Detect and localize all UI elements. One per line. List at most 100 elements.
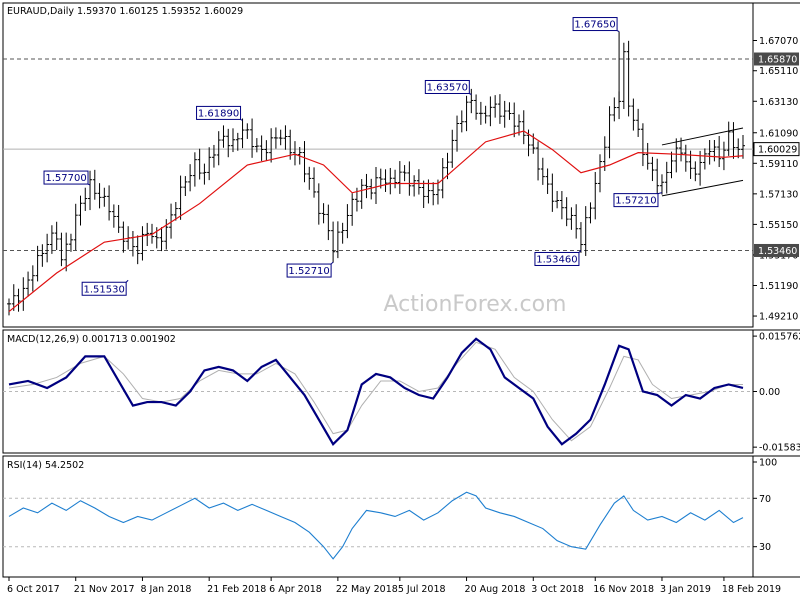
ohlc-bar (231, 128, 236, 153)
ohlc-bar (383, 169, 388, 192)
ohlc-bar (540, 157, 545, 185)
ohlc-bar (574, 204, 579, 239)
price-annotation: 1.53460 (534, 250, 582, 266)
ohlc-bar (741, 134, 745, 159)
ohlc-bar (331, 221, 336, 263)
ohlc-bar (335, 221, 340, 259)
annotation-label: 1.63570 (427, 82, 468, 93)
ohlc-bar (726, 121, 731, 156)
ohlc-bar (507, 102, 512, 120)
ohlc-bar (493, 95, 498, 118)
ohlc-bar (626, 40, 631, 117)
ohlc-bar (731, 122, 736, 159)
x-tick-label: 3 Jan 2019 (660, 584, 711, 595)
annotation-pointer (87, 183, 91, 186)
x-tick-label: 21 Feb 2018 (207, 584, 266, 595)
price-pane-title: EURAUD,Daily 1.59370 1.60125 1.59352 1.6… (7, 6, 243, 17)
y-tick-label: 1.57130 (759, 189, 798, 200)
macd-y-tick-label: -0.015834 (759, 443, 800, 454)
x-tick-label: 6 Oct 2017 (7, 584, 60, 595)
ohlc-bar (359, 179, 364, 209)
price-annotation: 1.57700 (43, 170, 91, 186)
rsi-line (8, 491, 744, 560)
ohlc-bar (378, 168, 383, 189)
rsi-y-tick-label: 70 (759, 494, 771, 505)
ohlc-bar (679, 137, 684, 162)
ohlc-bar (169, 203, 174, 239)
ohlc-bar (26, 271, 31, 297)
ohlc-bar (712, 139, 717, 162)
y-tick-label: 1.61090 (759, 128, 798, 139)
ohlc-bar (307, 166, 312, 190)
ohlc-bar (145, 222, 150, 247)
ohlc-bar (350, 193, 355, 226)
annotation-box (572, 17, 618, 32)
ohlc-bar (269, 128, 274, 163)
ohlc-bar (221, 125, 226, 148)
ohlc-bar (683, 144, 688, 172)
ohlc-bar (421, 180, 426, 209)
ohlc-bar (717, 135, 722, 168)
annotation-label: 1.67650 (574, 20, 615, 31)
y-tick-label: 1.55150 (759, 220, 798, 231)
ohlc-bar (345, 204, 350, 239)
ohlc-bar (226, 128, 231, 158)
ohlc-bar (440, 158, 445, 199)
annotation-pointer (616, 30, 620, 32)
ohlc-bar (88, 170, 93, 211)
ohlc-bar (602, 136, 607, 171)
ohlc-bar (455, 115, 460, 152)
price-annotation: 1.61890 (196, 105, 243, 121)
ohlc-bar (578, 222, 583, 253)
annotation-box (424, 79, 470, 94)
ohlc-bar (536, 141, 541, 181)
ohlc-bar (202, 163, 207, 185)
rsi-y-tick-label: 100 (759, 458, 777, 469)
ohlc-bar (736, 138, 741, 159)
macd-y-tick-label: 0.00 (759, 387, 780, 398)
ohlc-bar (431, 182, 436, 206)
ohlc-bar (702, 148, 707, 170)
ohlc-bar (497, 94, 502, 124)
ohlc-bar (121, 221, 126, 253)
annotation-pointer (125, 279, 129, 283)
ohlc-bar (674, 138, 679, 173)
ohlc-bar (645, 142, 650, 170)
annotation-box (613, 193, 659, 208)
ohlc-bar (83, 187, 88, 211)
ohlc-bar (135, 235, 140, 265)
annotation-pointer (657, 192, 663, 195)
ohlc-bar (659, 174, 664, 195)
level-axis-label: 1.53460 (758, 246, 797, 257)
ohlc-bar (30, 265, 35, 292)
ohlc-bar (374, 167, 378, 205)
ohlc-bar (40, 244, 45, 267)
annotation-label: 1.51530 (83, 284, 124, 295)
x-axis: 6 Oct 2017 21 Nov 2017 8 Jan 2018 21 Feb 20… (3, 576, 800, 595)
ohlc-bar (593, 171, 598, 220)
y-tick-label: 1.49210 (759, 312, 798, 323)
ohlc-bar (11, 284, 16, 311)
ohlc-bar (188, 164, 193, 192)
ohlc-bar (631, 98, 636, 131)
ohlc-bar (259, 135, 264, 161)
ohlc-bar (73, 203, 78, 251)
annotation-pointer (578, 250, 582, 253)
ohlc-bar (459, 110, 464, 133)
ohlc-bar (393, 169, 398, 189)
ohlc-bar (59, 232, 64, 267)
ohlc-bar (721, 141, 726, 171)
macd-pane-title: MACD(12,26,9) 0.001713 0.001902 (7, 334, 176, 345)
ohlc-bar (502, 100, 507, 128)
ohlc-bar (178, 175, 183, 220)
ohlc-bar (397, 161, 402, 194)
ohlc-bar (35, 245, 40, 282)
ohlc-bar (326, 204, 331, 241)
ohlc-bar (598, 154, 603, 193)
annotation-label: 1.61890 (198, 108, 239, 119)
ohlc-bar (235, 132, 240, 151)
ohlc-bar (340, 222, 345, 244)
ohlc-bar (474, 94, 479, 120)
ohlc-bar (402, 165, 407, 182)
ohlc-bar (321, 203, 326, 224)
